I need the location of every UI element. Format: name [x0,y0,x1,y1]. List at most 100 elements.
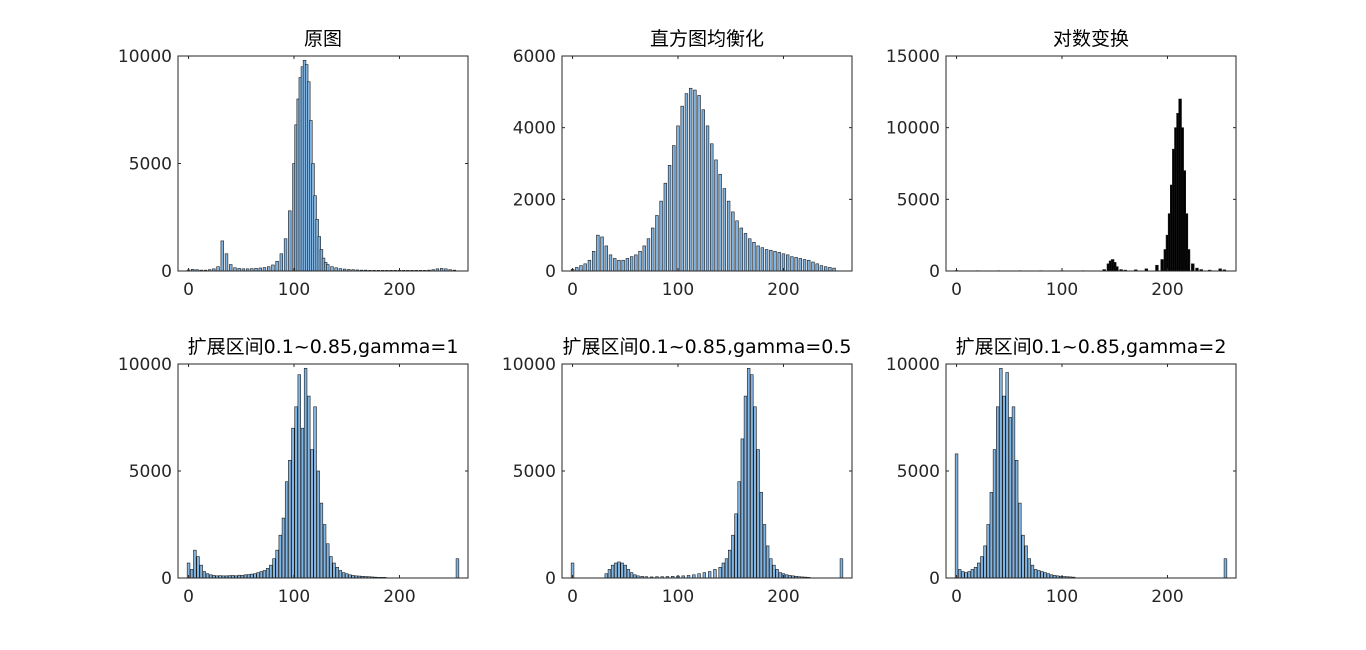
bar [607,569,612,579]
bar [727,549,732,579]
bar [1160,259,1164,272]
x-tick-label: 100 [1046,587,1078,607]
y-tick-label: 0 [161,569,172,589]
y-tick-label: 5000 [129,462,172,482]
bar [332,562,336,579]
bar [989,492,994,579]
bar [335,566,339,579]
bar [313,406,317,579]
bar [765,545,770,579]
bar [977,562,981,579]
bar [326,543,330,579]
chart-title: 扩展区间0.1~0.85,gamma=1 [188,336,459,358]
x-tick-label: 0 [951,587,962,607]
y-tick-label: 10000 [502,355,556,375]
bar [753,406,757,579]
y-tick-label: 0 [545,262,556,282]
bar [756,449,760,579]
bar [625,258,630,272]
bar [731,534,735,579]
x-tick-label: 100 [278,280,310,300]
y-tick-label: 0 [545,569,556,589]
y-tick-label: 2000 [513,190,556,210]
bar [992,449,997,579]
bar [620,562,624,579]
bar [964,572,968,579]
bar [710,143,714,272]
bar [1030,564,1035,579]
bar [802,259,807,272]
bar [980,556,984,579]
x-tick-label: 0 [567,280,578,300]
bar [310,449,314,579]
bar [646,238,651,272]
bar [748,238,752,272]
bar [750,374,754,579]
bar [587,259,592,272]
bar [790,256,794,272]
bar [278,534,282,579]
bar [575,267,579,272]
bar [667,164,672,272]
x-tick-label: 0 [183,280,194,300]
bar [1014,459,1019,579]
bar [267,266,271,272]
bar [316,470,320,579]
bar [718,173,722,272]
subplot-4: 0 100 200 0 5000 10000 扩展区间0.1~0.85,gamma=1 [118,336,469,607]
bar [190,569,194,579]
bar [794,257,798,272]
bar [697,95,701,272]
axes-box [177,55,469,272]
y-tick-label: 5000 [129,155,172,175]
bar [307,395,311,579]
x-tick-label: 200 [1151,587,1183,607]
bar [1155,264,1159,272]
bar [772,564,776,579]
x-tick-label: 200 [383,280,415,300]
bars [570,367,844,579]
bar [722,188,727,272]
bar [220,240,224,272]
bar [1115,266,1119,272]
bar [697,573,701,579]
bar [663,182,668,272]
subplot-1: 0 100 200 0 5000 10000 原图 [118,28,469,300]
bar [961,571,965,579]
bar [651,227,655,272]
bar [604,573,608,579]
y-tick-label: 6000 [513,47,556,67]
bar [1186,249,1191,272]
bar [701,109,705,272]
bar [322,524,327,579]
subplot-6: 0 100 200 0 5000 10000 扩展区间0.1~0.85,gamma=2 [886,336,1237,607]
bar [721,562,726,579]
x-tick-label: 200 [767,587,799,607]
bar [1033,569,1038,579]
bar [714,159,718,272]
bar [455,558,460,579]
x-tick-label: 100 [662,280,694,300]
bar [246,574,251,579]
bar [735,220,739,272]
bar [973,566,978,579]
bar [229,264,233,272]
bar [1024,545,1028,579]
bar [629,256,634,272]
bar [617,259,621,272]
bar [1037,570,1041,579]
bar [291,427,295,579]
bar [773,250,777,272]
bar [275,261,279,272]
bar [762,524,767,579]
bar [756,245,760,272]
bar [303,367,308,579]
bar [680,105,684,272]
bar [283,238,288,272]
bar [986,524,990,579]
bar [1005,372,1009,579]
bar [655,215,659,272]
bar [999,367,1003,579]
bar [626,569,631,579]
